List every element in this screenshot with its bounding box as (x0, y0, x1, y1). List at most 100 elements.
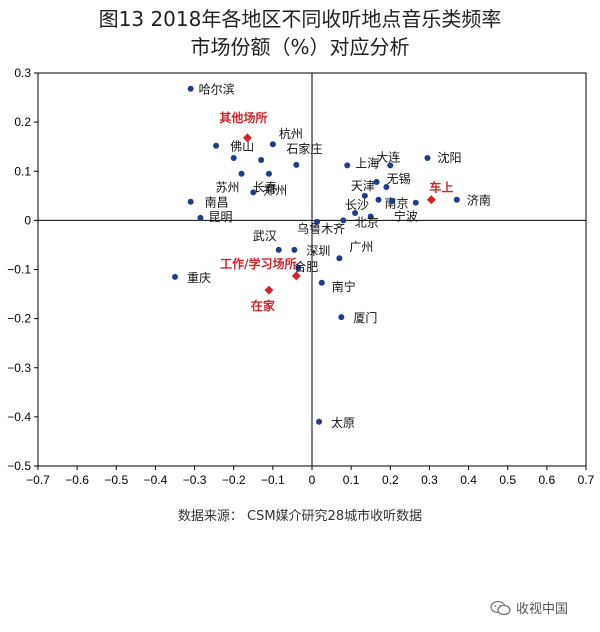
city-label: 重庆 (187, 271, 211, 285)
city-label: 长沙 (345, 198, 369, 212)
city-point (314, 218, 321, 225)
x-tick-label: 0.6 (539, 473, 556, 487)
city-label: 昆明 (208, 210, 232, 224)
city-label: 杭州 (279, 126, 303, 141)
y-tick-label: −0.2 (7, 312, 31, 326)
city-point (250, 189, 257, 196)
city-point (293, 161, 300, 168)
x-tick-label: −0.5 (104, 473, 128, 487)
x-tick-label: 0.4 (460, 473, 477, 487)
x-tick-label: 0.1 (343, 473, 360, 487)
city-label: 太原 (331, 415, 355, 430)
city-point (295, 265, 302, 272)
location-point (264, 285, 274, 295)
city-label: 南昌 (205, 195, 229, 210)
city-point (275, 246, 282, 253)
y-tick-label: −0.4 (7, 410, 31, 424)
location-point (242, 133, 252, 143)
city-label: 合肥 (294, 259, 318, 274)
city-point (269, 141, 276, 148)
chart-title-line-2: 市场份额（%）对应分析 (190, 35, 410, 59)
city-point (265, 170, 272, 177)
scatter-chart: −0.7 −0.6 −0.5 −0.4 −0.3 −0.2 −0.1 0 0.1 0.2 0.3 0.… (7, 66, 595, 487)
x-tick-label: −0.1 (261, 473, 285, 487)
city-point (187, 85, 194, 92)
city-point (340, 217, 347, 224)
y-tick-label: −0.3 (7, 361, 31, 375)
city-label: 郑州 (263, 182, 287, 197)
city-point (424, 154, 431, 161)
y-tick-label: 0 (24, 213, 31, 227)
watermark-text: 收视中国 (516, 602, 569, 617)
city-label: 北京 (355, 215, 379, 229)
city-label: 武汉 (253, 229, 277, 243)
city-point (230, 154, 237, 161)
x-tick-label: 0.7 (578, 473, 595, 487)
location-point (291, 271, 301, 281)
city-label: 广州 (349, 240, 373, 254)
city-point (172, 273, 178, 280)
location-label: 工作/学习场所 (220, 256, 296, 271)
wechat-icon (490, 600, 511, 615)
city-point (361, 192, 368, 199)
y-tick-label: −0.1 (7, 263, 31, 277)
location-label: 其他场所 (219, 110, 267, 125)
city-label: 苏州 (216, 181, 240, 195)
x-tick-label: 0.3 (421, 473, 438, 487)
chart-title-line-1: 图13 2018年各地区不同收听地点音乐类频率 (98, 7, 502, 31)
city-label: 哈尔滨 (199, 82, 235, 97)
city-label: 沈阳 (437, 150, 461, 165)
city-point (344, 162, 351, 169)
city-label: 上海 (355, 155, 379, 170)
city-label: 无锡 (387, 171, 411, 186)
x-tick-label: 0.5 (499, 473, 516, 487)
city-label: 长春 (253, 181, 277, 195)
city-point (453, 196, 460, 203)
city-label: 大连 (376, 149, 400, 164)
city-point (387, 162, 394, 169)
data-source-note: 数据来源： CSM媒介研究28城市收听数据 (177, 509, 423, 524)
city-label: 乌鲁木齐 (297, 221, 345, 236)
y-tick-label: −0.5 (7, 459, 31, 473)
x-tick-label: −0.4 (144, 473, 168, 487)
watermark: 收视中国 (490, 598, 568, 617)
city-point (352, 210, 359, 217)
city-point (213, 142, 220, 149)
x-tick-label: −0.2 (222, 473, 246, 487)
city-point (375, 196, 382, 203)
city-label: 厦门 (353, 310, 377, 325)
x-tick-label: 0.2 (382, 473, 399, 487)
city-point (197, 214, 204, 221)
city-label: 济南 (467, 193, 491, 208)
location-label: 车上 (429, 180, 453, 195)
city-point (187, 198, 194, 205)
city-point (373, 179, 380, 186)
location-point (426, 195, 436, 205)
y-tick-label: 0.3 (14, 66, 31, 80)
y-tick-label: 0.1 (14, 164, 31, 178)
x-tick-label: −0.7 (26, 473, 50, 487)
city-label: 佛山 (230, 140, 254, 154)
city-point (291, 246, 298, 253)
city-point (238, 170, 245, 177)
x-tick-label: −0.3 (183, 473, 207, 487)
x-tick-label: 0 (309, 473, 316, 487)
city-point (389, 197, 396, 204)
city-point (316, 418, 323, 425)
city-label: 深圳 (306, 244, 330, 258)
location-label: 在家 (251, 298, 276, 313)
city-label: 宁波 (394, 209, 418, 224)
city-point (367, 213, 374, 220)
city-label: 石家庄 (286, 141, 322, 156)
y-tick-label: 0.2 (14, 115, 31, 129)
city-point (318, 279, 325, 286)
city-point (258, 156, 265, 163)
x-tick-label: −0.6 (65, 473, 89, 487)
city-point (338, 314, 345, 321)
city-point (412, 199, 419, 206)
city-point (383, 183, 390, 190)
city-point (336, 255, 343, 262)
city-label: 天津 (351, 179, 375, 193)
city-label: 南京 (385, 196, 409, 211)
